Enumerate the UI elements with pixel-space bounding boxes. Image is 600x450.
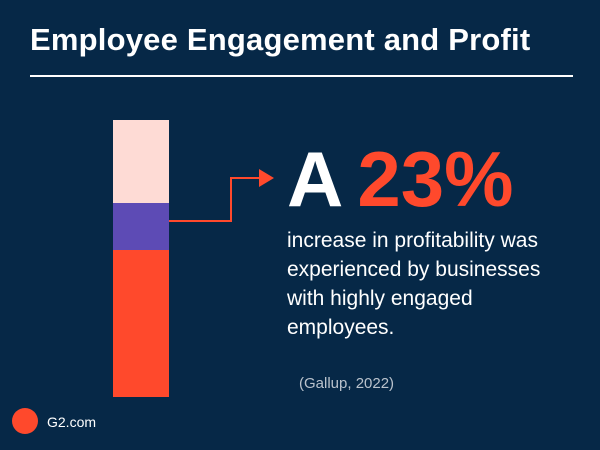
bar-segment-top <box>113 120 169 203</box>
headline-prefix: A <box>287 135 344 223</box>
title-divider <box>30 75 573 77</box>
headline-stat: A 23% <box>287 140 513 218</box>
arrow-icon <box>169 169 274 222</box>
chart-title: Employee Engagement and Profit <box>30 22 531 57</box>
stat-description: increase in profitability was experience… <box>287 229 541 339</box>
g2-logo-icon <box>12 408 38 434</box>
bar-segment-bottom <box>113 250 169 397</box>
source-citation: (Gallup, 2022) <box>299 375 395 392</box>
site-link[interactable]: G2.com <box>47 414 97 430</box>
headline-value: 23% <box>357 135 514 223</box>
bar-segment-middle <box>113 203 169 250</box>
stacked-bar <box>113 120 169 397</box>
